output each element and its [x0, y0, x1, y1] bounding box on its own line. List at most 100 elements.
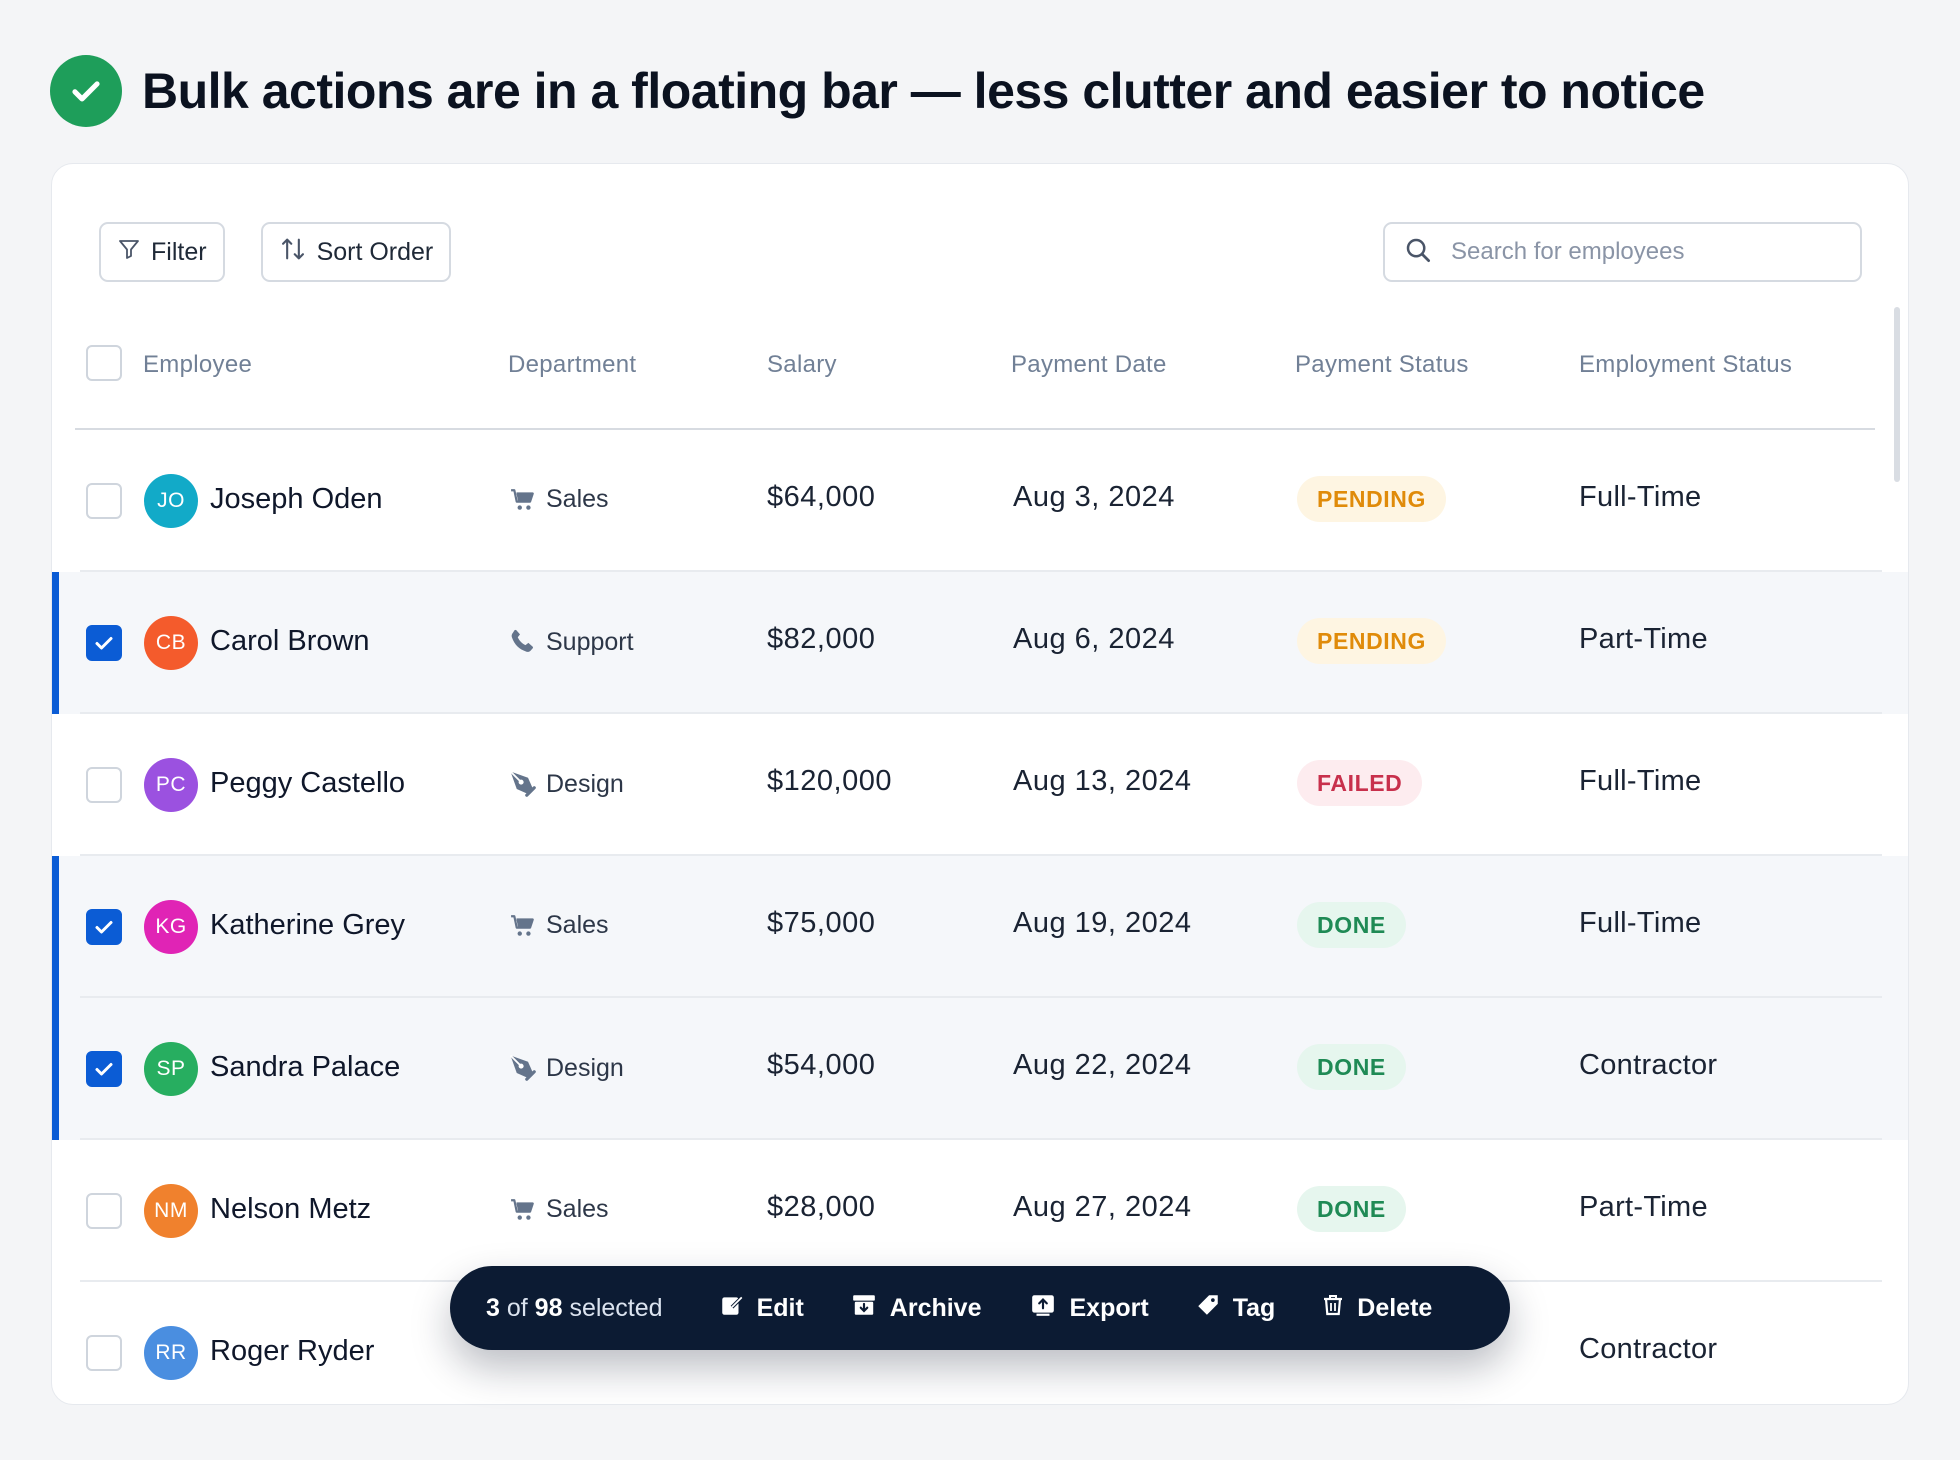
payment-date-cell: Aug 22, 2024 — [1013, 1049, 1192, 1081]
row-checkbox[interactable] — [86, 483, 122, 519]
salary-cell: $75,000 — [767, 907, 876, 939]
checkmark-icon — [95, 921, 113, 934]
phone-icon — [508, 627, 538, 657]
employee-name: Carol Brown — [210, 625, 370, 657]
employee-table-card: Filter Sort Order Employee Department Sa… — [51, 163, 1909, 1405]
department-cell: Sales — [508, 1195, 609, 1224]
department-label: Sales — [546, 485, 609, 513]
sort-order-label: Sort Order — [316, 237, 434, 266]
column-header-department[interactable]: Department — [508, 351, 637, 378]
column-header-payment-status[interactable]: Payment Status — [1295, 351, 1469, 378]
row-checkbox[interactable] — [86, 1193, 122, 1229]
employment-status-cell: Part-Time — [1579, 1191, 1708, 1223]
table-body: JO Joseph Oden Sales $64,000 Aug 3, 2024 PEND… — [52, 430, 1908, 1404]
select-all-checkbox[interactable] — [86, 345, 122, 381]
table-row[interactable]: KG Katherine Grey Sales $75,000 Aug 19, 2024… — [52, 856, 1908, 998]
scrollbar[interactable] — [1894, 307, 1900, 482]
avatar: JO — [144, 474, 198, 528]
status-badge: DONE — [1297, 1044, 1406, 1090]
status-badge: PENDING — [1297, 618, 1446, 664]
column-header-payment-date[interactable]: Payment Date — [1011, 351, 1167, 378]
filter-button[interactable]: Filter — [99, 222, 225, 282]
status-badge: DONE — [1297, 1186, 1406, 1232]
export-button[interactable]: Export — [1028, 1292, 1149, 1325]
employee-name: Joseph Oden — [210, 483, 383, 515]
row-checkbox[interactable] — [86, 1335, 122, 1371]
payment-date-cell: Aug 6, 2024 — [1013, 623, 1175, 655]
archive-icon — [850, 1292, 878, 1325]
avatar: PC — [144, 758, 198, 812]
column-header-salary[interactable]: Salary — [767, 351, 837, 378]
table-row[interactable]: SP Sandra Palace Design $54,000 Aug 22, 2024… — [52, 998, 1908, 1140]
row-checkbox[interactable] — [86, 767, 122, 803]
sort-order-button[interactable]: Sort Order — [260, 222, 452, 282]
row-divider — [80, 570, 1882, 572]
page-title: Bulk actions are in a floating bar — les… — [142, 63, 1705, 119]
sort-arrows-icon — [279, 235, 307, 270]
avatar: NM — [144, 1184, 198, 1238]
avatar: RR — [144, 1326, 198, 1380]
delete-button[interactable]: Delete — [1321, 1292, 1432, 1325]
salary-cell: $82,000 — [767, 623, 876, 655]
row-checkbox[interactable] — [86, 1051, 122, 1087]
salary-cell: $64,000 — [767, 481, 876, 513]
table-row[interactable]: JO Joseph Oden Sales $64,000 Aug 3, 2024 PEND… — [52, 430, 1908, 572]
employment-status-cell: Contractor — [1579, 1049, 1718, 1081]
employee-table: Employee Department Salary Payment Date … — [52, 304, 1908, 1404]
export-icon — [1028, 1292, 1058, 1325]
selection-count: 3 of 98 selected — [486, 1293, 663, 1322]
column-header-employment-status[interactable]: Employment Status — [1579, 351, 1793, 378]
employment-status-cell: Part-Time — [1579, 623, 1708, 655]
salary-cell: $28,000 — [767, 1191, 876, 1223]
cart-icon — [508, 487, 538, 513]
department-cell: Support — [508, 627, 634, 657]
status-badge: DONE — [1297, 902, 1406, 948]
employee-name: Sandra Palace — [210, 1051, 401, 1083]
edit-button[interactable]: Edit — [719, 1292, 804, 1325]
department-cell: Design — [508, 1053, 624, 1083]
row-divider — [80, 1138, 1882, 1140]
row-checkbox[interactable] — [86, 909, 122, 945]
row-divider — [80, 854, 1882, 856]
table-row[interactable]: CB Carol Brown Support $82,000 Aug 6, 2024 PE… — [52, 572, 1908, 714]
row-checkbox[interactable] — [86, 625, 122, 661]
status-badge: PENDING — [1297, 476, 1446, 522]
search-box[interactable] — [1383, 222, 1862, 282]
employment-status-cell: Full-Time — [1579, 765, 1702, 797]
table-row[interactable]: RR Roger Ryder Contractor — [52, 1282, 1908, 1404]
employment-status-cell: Contractor — [1579, 1333, 1718, 1365]
table-row[interactable]: PC Peggy Castello Design $120,000 Aug 13, 20… — [52, 714, 1908, 856]
table-toolbar: Filter Sort Order — [99, 222, 452, 282]
tag-button[interactable]: Tag — [1195, 1292, 1275, 1325]
avatar: CB — [144, 616, 198, 670]
tag-icon — [1195, 1292, 1221, 1325]
department-label: Sales — [546, 1195, 609, 1223]
department-cell: Sales — [508, 911, 609, 940]
trash-icon — [1321, 1292, 1345, 1325]
employee-name: Peggy Castello — [210, 767, 406, 799]
selection-indicator — [52, 856, 59, 998]
department-label: Design — [546, 1053, 624, 1082]
archive-button[interactable]: Archive — [850, 1292, 982, 1325]
payment-date-cell: Aug 19, 2024 — [1013, 907, 1192, 939]
avatar: SP — [144, 1042, 198, 1096]
edit-icon — [719, 1292, 745, 1325]
checkmark-icon — [95, 637, 113, 650]
selection-indicator — [52, 572, 59, 714]
employee-name: Nelson Metz — [210, 1193, 372, 1225]
employment-status-cell: Full-Time — [1579, 481, 1702, 513]
cart-icon — [508, 1197, 538, 1223]
table-row[interactable]: NM Nelson Metz Sales $28,000 Aug 27, 2024 DON… — [52, 1140, 1908, 1282]
filter-label: Filter — [151, 237, 207, 266]
avatar: KG — [144, 900, 198, 954]
row-divider — [80, 996, 1882, 998]
status-badge: FAILED — [1297, 760, 1423, 806]
payment-date-cell: Aug 27, 2024 — [1013, 1191, 1192, 1223]
check-circle-icon — [50, 55, 122, 127]
column-header-employee[interactable]: Employee — [143, 351, 253, 378]
row-divider — [80, 712, 1882, 714]
search-input[interactable] — [1451, 238, 1831, 266]
department-cell: Sales — [508, 485, 609, 514]
employee-name: Katherine Grey — [210, 909, 406, 941]
table-header: Employee Department Salary Payment Date … — [75, 304, 1875, 430]
